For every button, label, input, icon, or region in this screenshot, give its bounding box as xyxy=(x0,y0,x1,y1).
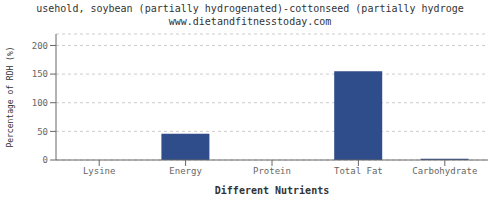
svg-text:Carbohydrate: Carbohydrate xyxy=(412,166,477,176)
svg-text:0: 0 xyxy=(43,155,48,165)
html-text:usehold, soybean (partially hy: usehold, soybean (partially hydrogenated… xyxy=(36,3,464,14)
html-text:www.dietandfitnesstoday.com: www.dietandfitnesstoday.com xyxy=(168,16,332,27)
svg-text:Percentage of RDH (%): Percentage of RDH (%) xyxy=(8,46,15,147)
svg-text:200: 200 xyxy=(32,41,48,51)
svg-text:50: 50 xyxy=(37,127,48,137)
svg-text:150: 150 xyxy=(32,69,48,79)
svg-text:Protein: Protein xyxy=(253,166,291,176)
svg-text:Energy: Energy xyxy=(169,166,202,176)
svg-text:Total Fat: Total Fat xyxy=(334,166,383,176)
svg-text:100: 100 xyxy=(32,98,48,108)
svg-text:Lysine: Lysine xyxy=(83,166,116,176)
svg-text:Different Nutrients: Different Nutrients xyxy=(215,185,329,196)
